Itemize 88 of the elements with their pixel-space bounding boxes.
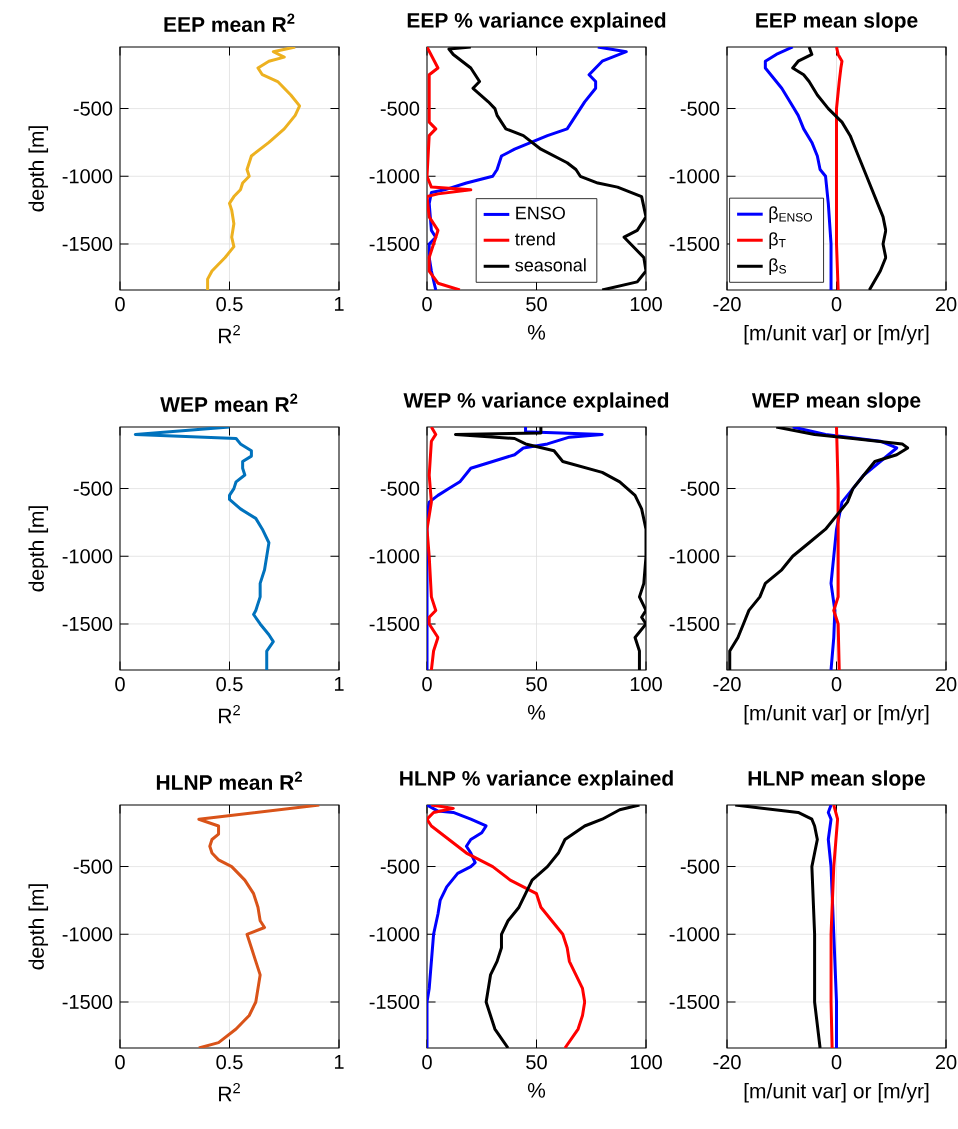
x-tick-label: 50 [526, 677, 547, 692]
x-tick-label: 20 [935, 1055, 957, 1070]
legend-label: β$_{T}$ [769, 232, 786, 249]
legend-label: trend [515, 232, 555, 246]
y-tick-label: -1000 [369, 927, 420, 942]
legend-label: seasonal [515, 258, 586, 272]
chart-title: EEP mean R$^{2}$ [164, 13, 295, 32]
x-tick-label: 50 [526, 1055, 547, 1070]
line-series [133, 426, 275, 670]
x-tick-label: 0 [115, 297, 125, 312]
x-tick-label: 0 [422, 1055, 432, 1070]
chart-title: HLNP % variance explained [400, 770, 673, 790]
y-tick-label: -500 [680, 481, 720, 496]
y-axis-title: depth [m] [28, 126, 49, 212]
y-tick-label: -500 [380, 859, 420, 874]
x-tick-label: -20 [713, 297, 741, 312]
y-tick-label: -500 [380, 481, 420, 496]
line-series [763, 46, 833, 290]
chart-title: EEP mean slope [756, 12, 918, 32]
y-tick-label: -1500 [62, 236, 113, 252]
x-tick-label: 100 [630, 297, 662, 312]
y-tick-label: -1000 [62, 549, 113, 564]
y-tick-label: -1000 [669, 927, 720, 942]
x-axis-title: [m/unit var] or [m/yr] [744, 704, 929, 725]
x-tick-label: 0.5 [216, 1055, 243, 1070]
y-tick-label: -1500 [669, 236, 720, 252]
x-axis-title: % [527, 1082, 546, 1098]
y-tick-label: -500 [73, 481, 113, 496]
y-tick-label: -1500 [369, 236, 420, 252]
y-axis-title: depth [m] [28, 884, 49, 970]
chart-title: HLNP mean slope [748, 770, 926, 790]
x-axis-title: R$^{2}$ [219, 1082, 240, 1102]
line-series [427, 46, 473, 290]
x-tick-label: 1 [334, 297, 344, 311]
x-tick-label: 0 [831, 297, 842, 312]
x-tick-label: -20 [713, 1055, 741, 1070]
chart-title: WEP % variance explained [403, 392, 669, 412]
x-tick-label: -20 [713, 677, 741, 692]
x-tick-label: 1 [334, 677, 344, 691]
y-tick-label: -1000 [669, 549, 720, 564]
x-tick-label: 20 [935, 677, 957, 692]
chart-title: WEP mean slope [751, 392, 921, 412]
x-tick-label: 0 [115, 677, 125, 692]
legend-label: β$_{ENSO}$ [769, 206, 813, 223]
legend-label: ENSO [516, 206, 565, 220]
y-tick-label: -500 [380, 101, 420, 116]
chart-title: WEP mean R$^{2}$ [160, 393, 298, 412]
y-tick-label: -1500 [369, 616, 420, 632]
y-tick-label: -500 [680, 101, 720, 116]
x-tick-label: 20 [935, 297, 957, 312]
x-axis-title: R$^{2}$ [219, 704, 240, 724]
y-tick-label: -1000 [62, 927, 113, 942]
chart-title: EEP % variance explained [407, 12, 666, 32]
legend-label: β$_{S}$ [769, 258, 787, 276]
y-tick-label: -1500 [62, 994, 113, 1010]
y-axis-title: depth [m] [28, 506, 49, 592]
y-tick-label: -1500 [669, 616, 720, 632]
line-series [206, 46, 302, 290]
y-tick-label: -1000 [62, 169, 113, 184]
y-tick-label: -500 [73, 101, 113, 116]
y-tick-label: -500 [73, 859, 113, 874]
y-tick-label: -500 [680, 859, 720, 874]
x-tick-label: 0.5 [216, 677, 243, 692]
y-tick-label: -1500 [669, 994, 720, 1010]
x-tick-label: 100 [630, 1055, 662, 1070]
x-tick-label: 0.5 [216, 297, 243, 312]
x-tick-label: 0 [422, 297, 432, 312]
x-axis-title: [m/unit var] or [m/yr] [744, 1082, 929, 1103]
y-tick-label: -1000 [669, 169, 720, 184]
x-axis-title: [m/unit var] or [m/yr] [744, 324, 929, 345]
x-tick-label: 1 [334, 1055, 344, 1069]
x-axis-title: % [527, 324, 546, 340]
x-tick-label: 0 [115, 1055, 125, 1070]
line-series [197, 805, 321, 1048]
x-tick-label: 0 [422, 677, 432, 692]
x-axis-title: R$^{2}$ [219, 324, 240, 344]
line-series [427, 426, 440, 670]
chart-title: HLNP mean R$^{2}$ [156, 771, 302, 790]
x-tick-label: 0 [831, 1055, 842, 1070]
x-tick-label: 0 [831, 677, 842, 692]
y-tick-label: -1000 [369, 169, 420, 184]
y-tick-label: -1000 [369, 549, 420, 564]
x-tick-label: 50 [526, 297, 547, 312]
x-axis-title: % [527, 704, 546, 720]
y-tick-label: -1500 [369, 994, 420, 1010]
line-series [832, 426, 841, 670]
y-tick-label: -1500 [62, 616, 113, 632]
x-tick-label: 100 [630, 677, 662, 692]
